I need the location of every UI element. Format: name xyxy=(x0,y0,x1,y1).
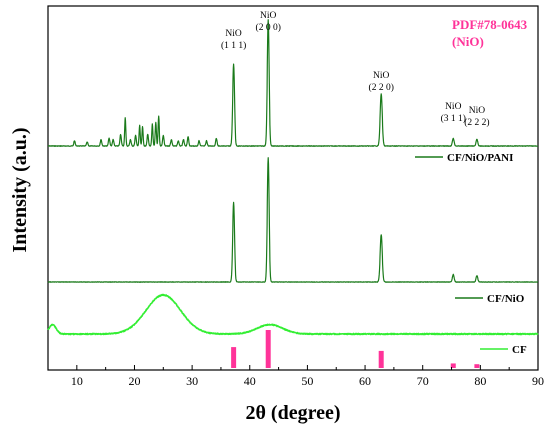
plot-frame xyxy=(47,5,539,371)
reference-stick xyxy=(231,347,237,368)
x-tick-label: 20 xyxy=(128,374,140,388)
y-axis-label: Intensity (a.u.) xyxy=(9,127,31,252)
reference-stick xyxy=(265,330,271,368)
peak-label-name: NiO xyxy=(469,106,486,116)
peak-label-hkl: (1 1 1) xyxy=(221,40,246,51)
legend-label: CF/NiO xyxy=(487,293,525,305)
legend-label: CF/NiO/PANI xyxy=(447,152,513,164)
reference-stick xyxy=(378,350,384,368)
legends: CF/NiO/PANI CF/NiO CF xyxy=(415,152,527,356)
series-line-cf-nio xyxy=(47,157,539,283)
x-tick-label: 50 xyxy=(301,374,313,388)
legend-label: CF xyxy=(512,344,527,356)
x-axis-label: 2θ (degree) xyxy=(245,402,340,424)
peak-label-hkl: (2 0 0) xyxy=(256,22,281,33)
x-tick-label: 60 xyxy=(359,374,371,388)
reference-sticks xyxy=(231,330,480,368)
reference-stick xyxy=(474,364,480,368)
series-line-cf xyxy=(47,293,539,336)
peak-labels: NiO(1 1 1)NiO(2 0 0)NiO(2 2 0)NiO(3 1 1)… xyxy=(221,11,490,128)
peak-label-hkl: (3 1 1) xyxy=(441,113,466,124)
reference-stick xyxy=(450,363,456,368)
reference-label-line2: (NiO) xyxy=(452,34,484,49)
x-tick-label: 70 xyxy=(417,374,429,388)
x-tick-label: 10 xyxy=(71,374,83,388)
peak-label-name: NiO xyxy=(225,29,242,39)
x-tick-label: 30 xyxy=(186,374,198,388)
peak-label-hkl: (2 2 2) xyxy=(464,117,489,128)
peak-label-hkl: (2 2 0) xyxy=(369,82,394,93)
reference-label-line1: PDF#78-0643 xyxy=(452,17,528,32)
x-tick-label: 40 xyxy=(244,374,256,388)
peak-label-name: NiO xyxy=(260,11,277,21)
series-lines xyxy=(47,19,539,336)
series-line-cf-nio-pani xyxy=(47,19,539,147)
x-axis-ticks: 10 20 30 40 50 60 70 80 90 xyxy=(47,365,544,388)
peak-label-name: NiO xyxy=(373,71,390,81)
peak-label-name: NiO xyxy=(445,102,462,112)
x-tick-label: 90 xyxy=(532,374,544,388)
x-tick-label: 80 xyxy=(474,374,486,388)
